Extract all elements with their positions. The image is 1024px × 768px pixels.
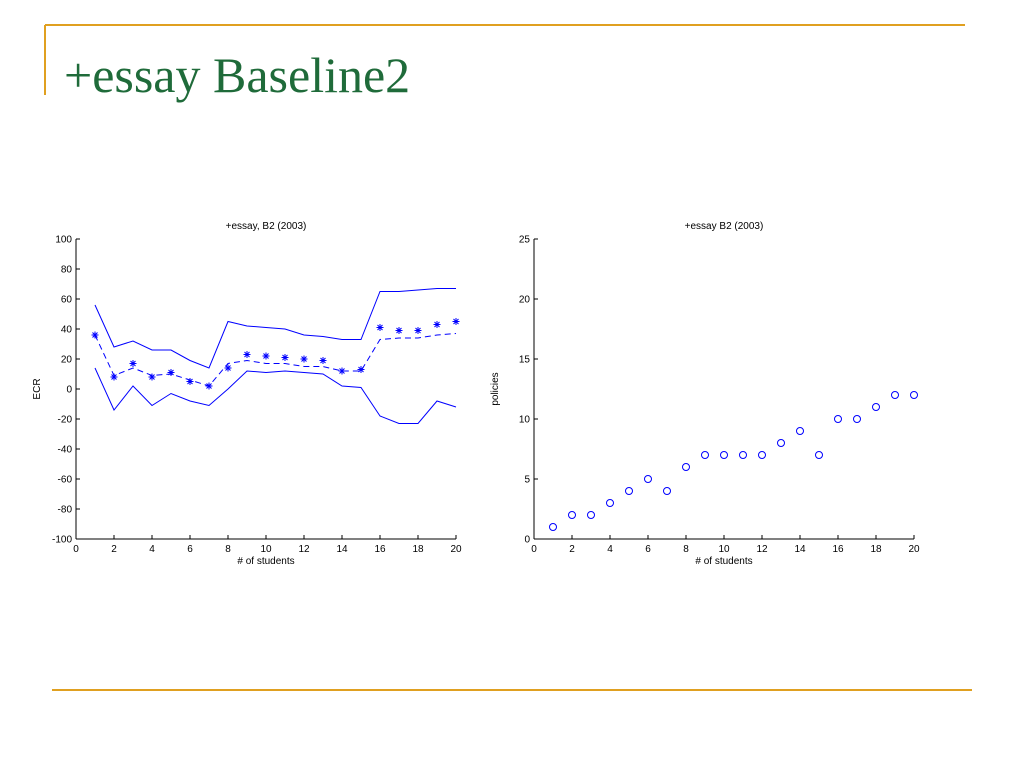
x-tick-label: 2	[111, 544, 117, 555]
y-tick-label: 25	[519, 235, 531, 246]
point	[587, 511, 595, 519]
point	[376, 324, 384, 331]
x-tick-label: 4	[149, 544, 155, 555]
point	[338, 367, 346, 375]
y-tick-label: 15	[519, 355, 531, 366]
point	[262, 352, 270, 360]
point	[148, 373, 156, 381]
point	[644, 475, 652, 483]
x-tick-label: 6	[187, 544, 193, 555]
y-tick-label: 20	[519, 295, 531, 306]
chart: +essay, B2 (2003) # of students ECR 0 2 4 6 8 10…	[32, 221, 462, 567]
y-tick-label: 40	[61, 325, 73, 336]
y-tick-label: 5	[524, 475, 530, 486]
x-tick-label: 20	[450, 544, 462, 555]
x-tick-label: 0	[531, 544, 537, 555]
y-tick-label: -60	[58, 475, 73, 486]
x-tick-label: 20	[908, 544, 920, 555]
point	[91, 331, 99, 339]
point	[606, 499, 614, 507]
x-tick-label: 18	[870, 544, 882, 555]
point	[167, 369, 175, 376]
x-axis-label: # of students	[695, 556, 752, 567]
y-tick-label: 20	[61, 355, 73, 366]
point	[357, 366, 365, 373]
x-tick-label: 16	[832, 544, 844, 555]
point	[549, 523, 557, 531]
y-tick-label: -20	[58, 415, 73, 426]
point	[853, 415, 861, 423]
point	[414, 327, 422, 334]
x-tick-label: 18	[412, 544, 424, 555]
point	[663, 487, 671, 495]
point	[281, 354, 289, 361]
x-tick-label: 10	[718, 544, 730, 555]
point	[872, 403, 880, 411]
y-tick-label: 10	[519, 415, 531, 426]
point	[395, 327, 403, 334]
point	[701, 451, 709, 459]
point	[568, 511, 576, 519]
point	[110, 373, 118, 381]
y-tick-label: 100	[55, 235, 72, 246]
x-tick-label: 10	[260, 544, 272, 555]
point	[891, 391, 899, 399]
point	[625, 487, 633, 495]
y-tick-label: 0	[524, 535, 530, 546]
point	[682, 463, 690, 471]
y-tick-label: -80	[58, 505, 73, 516]
point	[739, 451, 747, 459]
x-tick-label: 12	[756, 544, 768, 555]
slide-title: +essay Baseline2	[64, 47, 410, 103]
point	[186, 378, 194, 385]
series-line	[94, 367, 457, 424]
x-tick-label: 14	[336, 544, 348, 555]
point	[243, 351, 251, 358]
series-line	[94, 288, 456, 369]
point	[720, 451, 728, 459]
x-tick-label: 16	[374, 544, 386, 555]
point	[433, 321, 441, 328]
x-tick-label: 2	[569, 544, 575, 555]
point	[910, 391, 918, 399]
point	[300, 355, 308, 363]
point	[452, 318, 460, 325]
y-tick-label: -40	[58, 445, 73, 456]
series-line	[94, 333, 457, 387]
x-tick-label: 8	[225, 544, 231, 555]
point	[815, 451, 823, 459]
y-tick-label: -100	[52, 535, 72, 546]
x-tick-label: 14	[794, 544, 806, 555]
x-axis-label: # of students	[237, 556, 294, 567]
x-tick-label: 4	[607, 544, 613, 555]
x-tick-label: 12	[298, 544, 310, 555]
x-tick-label: 6	[645, 544, 651, 555]
chart: +essay B2 (2003) # of students policies 0 2 4…	[490, 221, 920, 567]
point	[129, 360, 137, 367]
point	[796, 427, 804, 435]
x-tick-label: 8	[683, 544, 689, 555]
point	[777, 439, 785, 447]
y-axis-label: ECR	[32, 378, 43, 399]
x-tick-label: 0	[73, 544, 79, 555]
y-tick-label: 0	[66, 385, 72, 396]
y-tick-label: 60	[61, 295, 73, 306]
point	[834, 415, 842, 423]
point	[758, 451, 766, 459]
y-tick-label: 80	[61, 265, 73, 276]
point	[224, 364, 232, 372]
point	[205, 382, 213, 390]
y-axis-label: policies	[490, 372, 501, 405]
chart-title: +essay, B2 (2003)	[226, 221, 307, 232]
point	[319, 357, 327, 364]
chart-title: +essay B2 (2003)	[685, 221, 764, 232]
